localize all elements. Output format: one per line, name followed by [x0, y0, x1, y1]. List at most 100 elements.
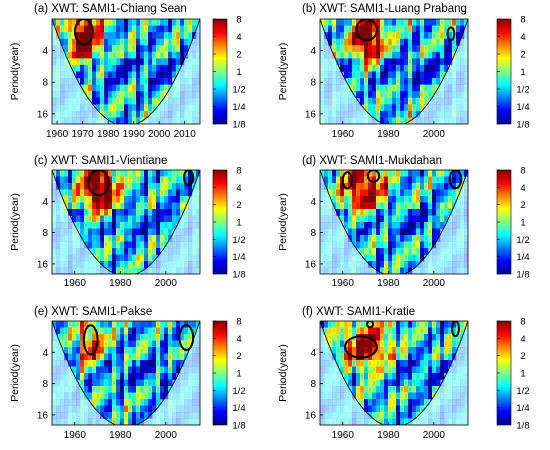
heatmap-cell — [388, 64, 393, 72]
heatmap-cell — [116, 25, 121, 33]
heatmap-cell — [376, 64, 381, 72]
heatmap-cell — [196, 261, 200, 268]
heatmap-cell — [396, 209, 401, 216]
heatmap-cell — [440, 176, 445, 184]
heatmap-cell — [88, 405, 93, 413]
heatmap-cell — [196, 353, 200, 361]
heatmap-cell — [140, 215, 145, 223]
heatmap-cell — [392, 71, 397, 79]
heatmap-cell — [436, 183, 441, 190]
heatmap-cell — [432, 235, 437, 242]
heatmap-cell — [52, 267, 57, 274]
heatmap-cell — [360, 386, 365, 393]
heatmap-cell — [56, 84, 61, 92]
heatmap-cell — [324, 78, 329, 86]
heatmap-cell — [324, 97, 329, 105]
heatmap-cell — [336, 215, 341, 223]
heatmap-cell — [420, 267, 425, 274]
heatmap-cell — [372, 379, 377, 387]
heatmap-cell — [452, 45, 457, 53]
heatmap-cell — [464, 254, 468, 262]
heatmap-cell — [444, 241, 449, 249]
heatmap-cell — [448, 235, 453, 242]
heatmap-cell — [460, 209, 465, 216]
heatmap-cell — [388, 97, 393, 105]
heatmap-cell — [164, 202, 169, 210]
heatmap-cell — [124, 176, 129, 184]
heatmap-cell — [60, 97, 65, 105]
heatmap-cell — [152, 261, 157, 268]
heatmap-cell — [348, 51, 353, 59]
heatmap-cell — [60, 71, 65, 79]
heatmap-cell — [352, 45, 357, 53]
significance-contour — [73, 19, 94, 46]
heatmap-cell — [72, 412, 77, 419]
heatmap-cell — [360, 340, 365, 348]
heatmap-cell — [176, 267, 181, 274]
heatmap-cell — [380, 117, 385, 124]
heatmap-cell — [156, 392, 161, 400]
heatmap-cell — [192, 215, 197, 223]
heatmap-cell — [112, 386, 117, 393]
heatmap-cell — [80, 418, 85, 425]
heatmap-cell — [72, 183, 77, 190]
heatmap-cell — [92, 91, 97, 99]
heatmap-cell — [184, 97, 189, 105]
heatmap-cell — [396, 104, 401, 112]
heatmap-cell — [136, 71, 141, 79]
heatmap-cell — [128, 360, 133, 367]
heatmap-cell — [180, 267, 185, 274]
heatmap-cell — [408, 45, 413, 53]
heatmap-cell — [424, 202, 429, 210]
heatmap-cell — [68, 353, 73, 361]
heatmap-cell — [64, 248, 69, 255]
heatmap-cell — [352, 340, 357, 348]
heatmap-cell — [364, 32, 369, 40]
heatmap-cell — [332, 104, 337, 112]
heatmap-cell — [164, 117, 169, 124]
heatmap-cell — [80, 267, 85, 274]
heatmap-cell — [188, 104, 193, 112]
heatmap-cell — [356, 25, 361, 33]
heatmap-cell — [88, 222, 93, 229]
heatmap-cell — [80, 170, 85, 177]
heatmap-cell — [360, 241, 365, 249]
heatmap-cell — [388, 32, 393, 40]
heatmap-cell — [352, 222, 357, 229]
heatmap-cell — [356, 189, 361, 197]
heatmap-cell — [100, 228, 105, 236]
heatmap-cell — [404, 222, 409, 229]
heatmap-cell — [428, 84, 433, 92]
heatmap-cell — [408, 261, 413, 268]
heatmap-cell — [52, 228, 57, 236]
heatmap-cell — [352, 228, 357, 236]
heatmap-cell — [180, 261, 185, 268]
heatmap-cell — [196, 386, 200, 393]
heatmap-cell — [136, 386, 141, 393]
heatmap-cell — [60, 327, 65, 335]
heatmap-cell — [92, 215, 97, 223]
heatmap-cell — [396, 241, 401, 249]
heatmap-cell — [340, 58, 345, 66]
heatmap-cell — [132, 117, 137, 124]
heatmap-cell — [344, 45, 349, 53]
heatmap-cell — [372, 202, 377, 210]
plot-frame — [51, 169, 201, 275]
heatmap-cell — [76, 202, 81, 210]
heatmap-cell — [384, 45, 389, 53]
heatmap-cell — [364, 25, 369, 33]
heatmap-cell — [356, 64, 361, 72]
heatmap-cell — [320, 321, 325, 328]
heatmap-cell — [412, 228, 417, 236]
heatmap-cell — [152, 58, 157, 66]
heatmap-cell — [80, 412, 85, 419]
heatmap-cell — [84, 353, 89, 361]
heatmap-cell — [336, 347, 341, 354]
heatmap-cell — [340, 321, 345, 328]
heatmap-cell — [152, 321, 157, 328]
heatmap-cell — [168, 405, 173, 413]
heatmap-cell — [352, 183, 357, 190]
heatmap-cell — [392, 78, 397, 86]
heatmap-cell — [356, 104, 361, 112]
heatmap-cell — [52, 215, 57, 223]
